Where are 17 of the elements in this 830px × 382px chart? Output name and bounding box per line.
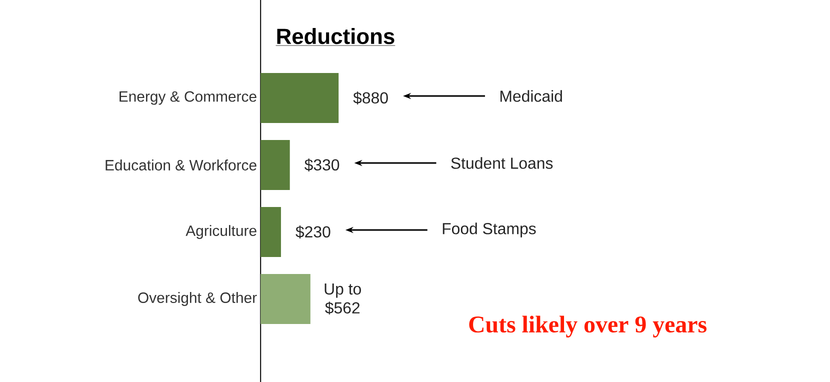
data-label: $330 [304, 158, 340, 172]
text: Cuts likely over 9 years [469, 316, 706, 338]
y-tick-label: Education & Workforce [106, 160, 256, 170]
bar [260, 207, 281, 258]
y-tick-label: Agriculture [186, 225, 256, 239]
text: Student Loans [451, 157, 553, 169]
text: Medicaid [500, 90, 562, 102]
bar [260, 140, 290, 190]
bar [260, 274, 310, 324]
y-tick-label: Energy & Commerce [120, 91, 256, 105]
text: Food Stamps [442, 222, 536, 238]
data-label: $880 [353, 92, 388, 104]
bar [260, 73, 339, 123]
data-label: Up to $562 [324, 284, 361, 315]
chart-title: Reductions [277, 28, 394, 44]
data-label: $230 [296, 226, 330, 238]
y-tick-label: Oversight & Other [138, 292, 257, 306]
